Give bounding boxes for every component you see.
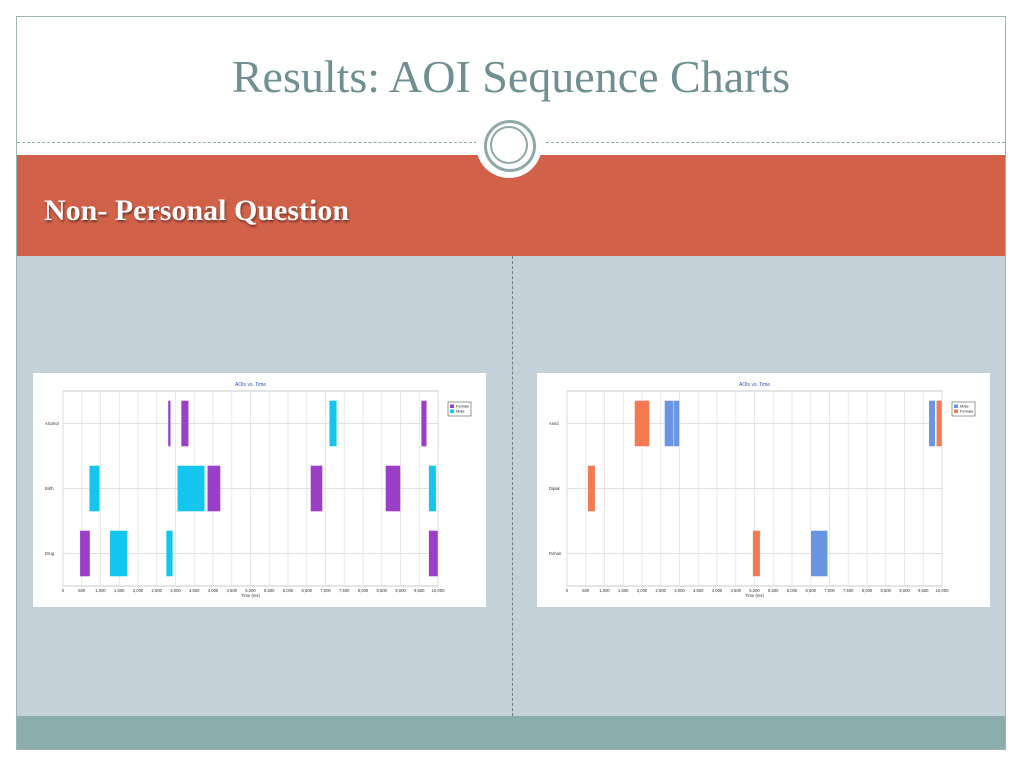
legend-swatch xyxy=(954,409,958,413)
aoi-chart-right: AOIs vs. Time 0 500 1,000 1,500 2,000 2,500 3,0… xyxy=(537,373,990,607)
legend-label: Female xyxy=(960,409,974,414)
aoi-segment-bar xyxy=(180,400,189,447)
x-tick-label: 500 xyxy=(78,588,86,593)
x-tick-label: 2,500 xyxy=(152,588,163,593)
y-category-label: Rohan xyxy=(549,551,562,556)
x-tick-label: 6,500 xyxy=(302,588,313,593)
ornament-circle-icon xyxy=(484,120,536,172)
x-tick-label: 6,000 xyxy=(787,588,798,593)
title-divider-left xyxy=(17,142,477,143)
x-tick-label: 3,000 xyxy=(170,588,181,593)
x-tick-label: 8,000 xyxy=(358,588,369,593)
legend-label: Female xyxy=(456,404,470,409)
x-tick-label: 7,500 xyxy=(339,588,350,593)
x-tick-label: 9,500 xyxy=(918,588,929,593)
aoi-segment-bar xyxy=(79,530,91,577)
x-tick-label: 4,500 xyxy=(227,588,238,593)
x-tick-label: 7,500 xyxy=(843,588,854,593)
aoi-segment-bar xyxy=(310,465,323,512)
legend-swatch xyxy=(450,409,454,413)
x-tick-label: 1,000 xyxy=(95,588,106,593)
x-tick-label: 9,000 xyxy=(899,588,910,593)
x-tick-label: 3,000 xyxy=(674,588,685,593)
aoi-segment-bar xyxy=(109,530,128,577)
x-tick-label: 5,000 xyxy=(245,588,256,593)
aoi-segment-bar xyxy=(634,400,650,447)
x-tick-label: 1,500 xyxy=(114,588,125,593)
title-divider-right xyxy=(546,142,1005,143)
aoi-segment-bar xyxy=(167,400,171,447)
x-tick-label: 4,500 xyxy=(731,588,742,593)
aoi-chart-left-svg: AOIs vs. Time 0 500 1,000 1,500 2,000 2,500 3,0… xyxy=(45,382,472,598)
x-axis-label: Time (ms) xyxy=(241,593,260,598)
aoi-segment-bar xyxy=(177,465,205,512)
x-tick-label: 6,500 xyxy=(806,588,817,593)
x-tick-label: 1,500 xyxy=(618,588,629,593)
y-category-label: Drug xyxy=(45,551,55,556)
x-tick-label: 3,500 xyxy=(693,588,704,593)
y-category-label: Birth xyxy=(45,486,54,491)
x-tick-label: 10,000 xyxy=(936,588,949,593)
x-tick-label: 5,500 xyxy=(264,588,275,593)
aoi-segment-bar xyxy=(89,465,100,512)
x-tick-label: 2,000 xyxy=(133,588,144,593)
aoi-segment-bar xyxy=(329,400,337,447)
chart-title: AOIs vs. Time xyxy=(739,382,770,388)
y-category-label: Dipak xyxy=(549,486,561,491)
x-tick-label: 4,000 xyxy=(712,588,723,593)
x-tick-label: 7,000 xyxy=(824,588,835,593)
x-tick-label: 4,000 xyxy=(208,588,219,593)
y-category-label: Alcohol xyxy=(45,421,59,426)
legend-label: Male xyxy=(456,409,465,414)
x-tick-label: 500 xyxy=(582,588,590,593)
x-tick-label: 5,000 xyxy=(749,588,760,593)
aoi-segment-bar xyxy=(587,465,596,512)
aoi-segment-bar xyxy=(428,530,439,577)
aoi-segment-bar xyxy=(420,400,427,447)
x-tick-label: 9,000 xyxy=(395,588,406,593)
legend-swatch xyxy=(450,404,454,408)
x-tick-label: 2,000 xyxy=(637,588,648,593)
aoi-chart-right-svg: AOIs vs. Time 0 500 1,000 1,500 2,000 2,500 3,0… xyxy=(549,382,976,598)
aoi-segment-bar xyxy=(673,400,680,447)
aoi-chart-left: AOIs vs. Time 0 500 1,000 1,500 2,000 2,500 3,0… xyxy=(33,373,486,607)
x-tick-label: 10,000 xyxy=(432,588,445,593)
legend-label: Male xyxy=(960,404,969,409)
x-tick-label: 7,000 xyxy=(320,588,331,593)
aoi-segment-bar xyxy=(928,400,936,447)
x-tick-label: 3,500 xyxy=(189,588,200,593)
slide-frame xyxy=(16,16,1006,750)
x-tick-label: 1,000 xyxy=(599,588,610,593)
y-category-label: Amid xyxy=(549,421,559,426)
aoi-segment-bar xyxy=(207,465,221,512)
chart-title: AOIs vs. Time xyxy=(235,382,266,388)
legend-swatch xyxy=(954,404,958,408)
x-tick-label: 0 xyxy=(566,588,569,593)
section-heading: Non- Personal Question xyxy=(44,194,350,227)
column-divider xyxy=(512,256,513,716)
x-tick-label: 9,500 xyxy=(414,588,425,593)
aoi-segment-bar xyxy=(752,530,761,577)
aoi-segment-bar xyxy=(428,465,437,512)
x-axis-label: Time (ms) xyxy=(745,593,764,598)
slide-title: Results: AOI Sequence Charts xyxy=(231,51,791,102)
x-tick-label: 8,500 xyxy=(881,588,892,593)
x-tick-label: 0 xyxy=(62,588,65,593)
x-tick-label: 5,500 xyxy=(768,588,779,593)
x-tick-label: 6,000 xyxy=(283,588,294,593)
aoi-segment-bar xyxy=(385,465,401,512)
aoi-segment-bar xyxy=(664,400,675,447)
aoi-segment-bar xyxy=(810,530,828,577)
aoi-segment-bar xyxy=(936,400,943,447)
x-tick-label: 8,000 xyxy=(862,588,873,593)
x-tick-label: 8,500 xyxy=(377,588,388,593)
footer-bar xyxy=(17,716,1005,749)
x-tick-label: 2,500 xyxy=(656,588,667,593)
aoi-segment-bar xyxy=(165,530,174,577)
